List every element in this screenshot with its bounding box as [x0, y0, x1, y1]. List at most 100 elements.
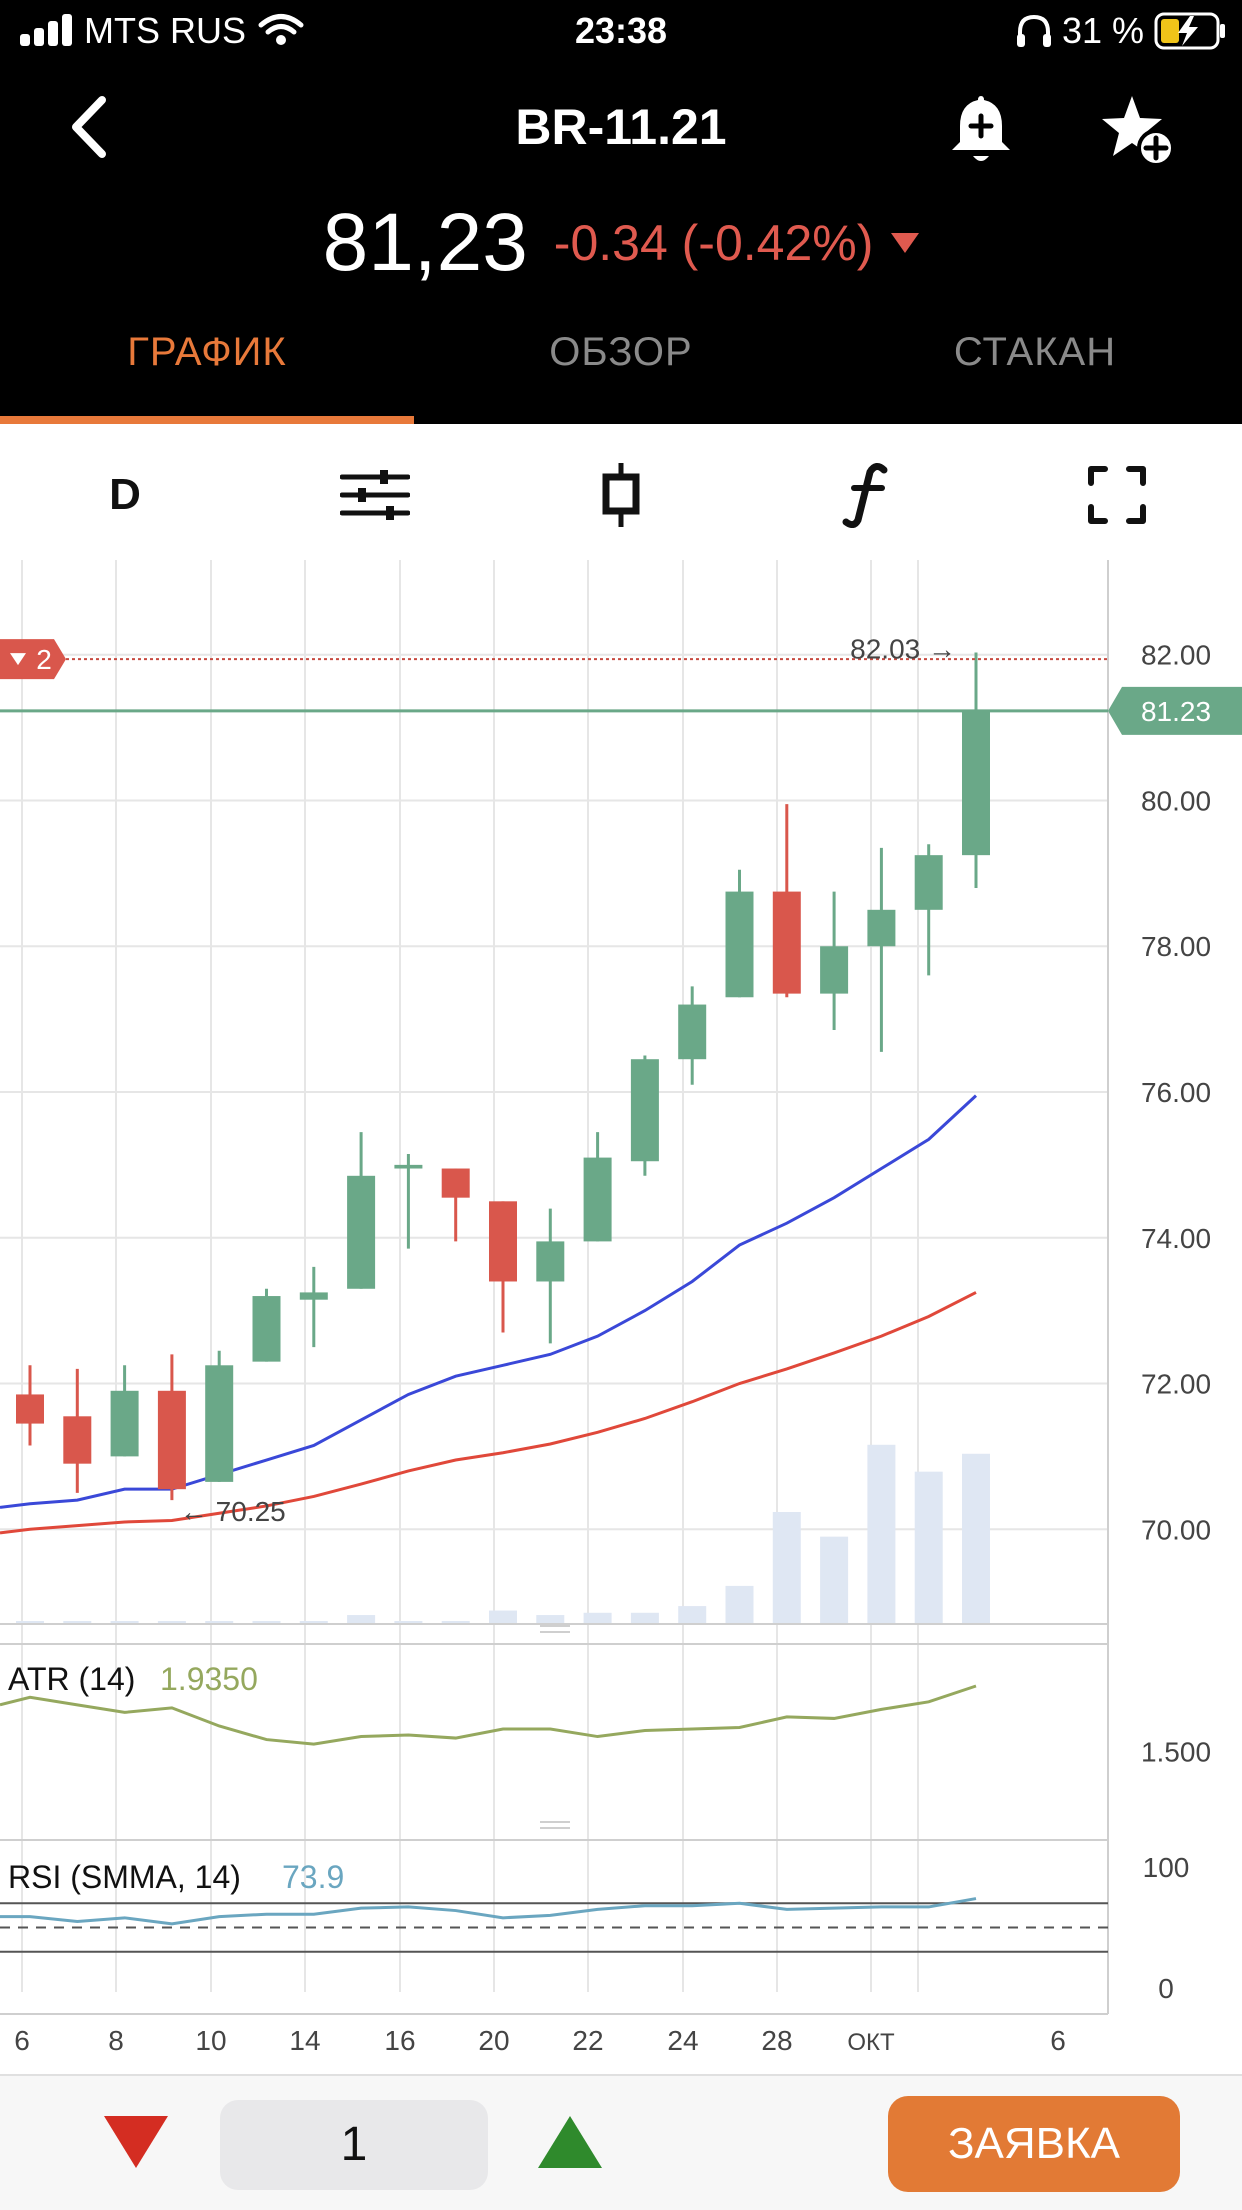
current-price-tag [1108, 686, 1242, 735]
volume-bar [725, 1585, 754, 1624]
fullscreen-button[interactable] [1082, 460, 1152, 530]
volume-bar [252, 1621, 281, 1624]
sell-triangle-button[interactable] [104, 2116, 168, 2168]
function-icon [842, 463, 888, 528]
volume-bar [63, 1621, 92, 1624]
x-tick-label: 20 [478, 2025, 509, 2056]
high-price-marker: 82.03 → [850, 634, 956, 665]
headphones-icon [1017, 14, 1051, 47]
top-bar: MTS RUS 23:38 31 % BR-11.21 [0, 0, 1242, 424]
rsi-line [0, 1897, 977, 1926]
volume-bar [489, 1610, 517, 1624]
settings-sliders-button[interactable] [340, 460, 410, 530]
x-tick-label: 10 [195, 2025, 226, 2056]
atr-label: ATR (14) [8, 1661, 135, 1697]
active-tab-indicator [0, 416, 414, 424]
candle-up [630, 1059, 659, 1162]
candle-up [205, 1365, 234, 1482]
candle-up [678, 1004, 707, 1060]
status-bar: MTS RUS 23:38 31 % [0, 0, 1242, 62]
volume-bar [347, 1615, 376, 1624]
instrument-title: BR-11.21 [515, 99, 727, 155]
clock: 23:38 [574, 10, 668, 51]
volume-bar [914, 1471, 943, 1624]
add-alert-bell-icon[interactable] [946, 92, 1016, 168]
low-price-marker: ← 70.25 [180, 1496, 286, 1527]
current-price-label: 81.23 [1141, 696, 1211, 727]
x-tick-label: 16 [384, 2025, 415, 2056]
x-tick-label: 8 [108, 2025, 124, 2056]
tab-bar: ГРАФИК ОБЗОР СТАКАН [0, 330, 1242, 424]
x-tick-label: 22 [572, 2025, 603, 2056]
carrier-name: MTS RUS [84, 10, 246, 51]
volume-bar [157, 1621, 186, 1624]
volume-bar [962, 1453, 990, 1624]
battery-charging-icon [1154, 12, 1225, 50]
chart-toolbar: D [0, 424, 1242, 560]
last-price: 81,23 [322, 197, 528, 288]
volume-bar [536, 1615, 565, 1624]
candle-down [489, 1201, 517, 1282]
price-chart[interactable]: 81.23 2 82.03 → ← 70.25 ATR (14) 1.9350 1.500… [0, 560, 1242, 2070]
volume-bar [205, 1621, 234, 1624]
rsi-tick-label: 100 [1143, 1852, 1190, 1883]
y-tick-label: 76.00 [1141, 1077, 1211, 1108]
candle-down [441, 1168, 470, 1198]
volume-bar [867, 1444, 896, 1624]
wifi-icon [258, 14, 304, 45]
x-tick-label: 6 [14, 2025, 30, 2056]
candle-up [536, 1241, 565, 1282]
atr-value: 1.9350 [160, 1661, 258, 1697]
volume-bar [630, 1612, 659, 1624]
volume-bar [678, 1606, 707, 1624]
interval-button[interactable]: D [109, 470, 141, 519]
candle-up [583, 1157, 612, 1242]
x-tick-label: 6 [1050, 2025, 1066, 2056]
candle-up [962, 710, 990, 856]
x-tick-label: 14 [289, 2025, 320, 2056]
price-change: -0.34 (-0.42%) [553, 215, 874, 271]
candle-up [347, 1175, 376, 1289]
x-tick-label: 24 [667, 2025, 698, 2056]
candle-up [299, 1292, 328, 1300]
x-tick-label: ОКТ [847, 2029, 895, 2056]
back-chevron-icon[interactable] [58, 92, 128, 162]
add-favorite-star-icon[interactable] [1100, 92, 1176, 168]
y-tick-label: 70.00 [1141, 1514, 1211, 1545]
candle-up [867, 909, 896, 947]
chart-type-button[interactable] [586, 460, 656, 530]
volume-bar [394, 1621, 423, 1624]
y-tick-label: 78.00 [1141, 931, 1211, 962]
candle-up [725, 891, 754, 998]
volume-bar [299, 1621, 328, 1624]
moving-average-fast-line [0, 1094, 978, 1509]
moving-average-slow-line [0, 1291, 977, 1535]
volume-bar [583, 1612, 612, 1624]
alert-count: 2 [36, 644, 52, 675]
candle-down [157, 1390, 186, 1490]
volume-bar [441, 1621, 470, 1624]
fullscreen-icon [1088, 466, 1146, 524]
tab-chart[interactable]: ГРАФИК [127, 330, 287, 374]
y-tick-label: 72.00 [1141, 1369, 1211, 1400]
candlestick-icon [602, 463, 640, 527]
quantity-field[interactable]: 1 [220, 2100, 488, 2190]
sliders-icon [340, 470, 410, 520]
volume-bar [772, 1512, 801, 1624]
rsi-tick-label: 0 [1158, 1973, 1174, 2004]
indicators-button[interactable] [832, 460, 902, 530]
tab-overview[interactable]: ОБЗОР [549, 330, 693, 374]
y-tick-label: 74.00 [1141, 1223, 1211, 1254]
alert-down-icon [10, 653, 26, 666]
signal-icon [20, 14, 72, 46]
y-tick-label: 80.00 [1141, 785, 1211, 816]
x-tick-label: 28 [761, 2025, 792, 2056]
buy-triangle-button[interactable] [538, 2116, 602, 2168]
candle-up [394, 1164, 423, 1169]
volume-bar [110, 1621, 139, 1624]
order-button[interactable]: ЗАЯВКА [888, 2096, 1180, 2192]
candle-down [16, 1394, 44, 1424]
volume-bar [16, 1621, 44, 1624]
tab-order-book[interactable]: СТАКАН [953, 330, 1117, 374]
candle-up [110, 1390, 139, 1457]
